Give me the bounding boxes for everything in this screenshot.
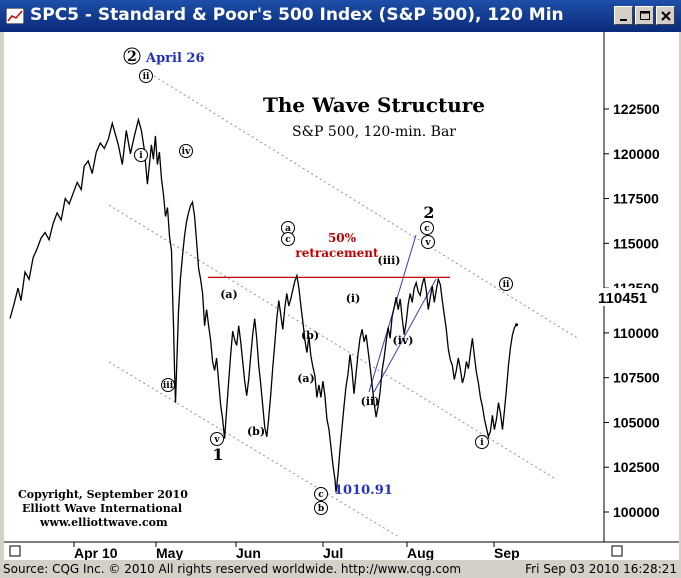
copyright-line-3: www.elliottwave.com — [39, 516, 168, 529]
scroll-left-box — [9, 545, 21, 557]
timestamp-text: Fri Sep 03 2010 16:28:21 — [525, 562, 677, 576]
wave-iii-label-circle — [161, 378, 175, 392]
channel-lines — [108, 75, 580, 538]
wedge-lower-line — [373, 278, 437, 393]
y-tick-label: 120000 — [613, 146, 660, 162]
y-tick-label: 122500 — [613, 101, 660, 117]
status-bar: Source: CQG Inc. © 2010 All rights reser… — [0, 561, 681, 578]
y-tick-label: 110000 — [613, 325, 659, 341]
restore-button[interactable] — [635, 6, 654, 25]
wave-v-right-label: v — [424, 238, 431, 248]
last-price-label: 110451 — [598, 290, 647, 307]
wave-v-label: v — [213, 435, 220, 445]
fifty-percent-label: 50% — [328, 231, 357, 245]
y-tick-label: 107500 — [613, 370, 660, 386]
chart-title: The Wave Structure — [263, 93, 485, 117]
low-value-label: 1010.91 — [334, 483, 393, 498]
wave-2-major-label: 2 — [127, 49, 137, 65]
title-bar[interactable]: SPC5 - Standard & Poor's 500 Index (S&P … — [0, 0, 681, 32]
wave-a-paren-label: (a) — [220, 288, 238, 301]
wave-b-mid-label: (b) — [301, 329, 319, 342]
wave-ii-right-label: ii — [503, 280, 510, 290]
wave-iv-paren-label: (iv) — [393, 334, 414, 347]
close-button[interactable] — [656, 6, 675, 25]
y-tick-label: 105000 — [613, 414, 660, 430]
wave-i-label-circle — [134, 148, 148, 162]
restore-icon — [639, 11, 650, 20]
lower-channel-line — [108, 361, 400, 538]
wave-2-label: 2 — [423, 203, 434, 222]
wave-v-label-circle — [210, 432, 224, 446]
chart-subtitle: S&P 500, 120-min. Bar — [292, 124, 456, 140]
wave-i-right-label-circle — [475, 435, 489, 449]
wave-c-right-label: c — [424, 224, 430, 234]
wave-c-lower-label-circle — [314, 487, 328, 501]
wave-ii-label: ii — [143, 72, 150, 82]
y-tick-label: 100000 — [613, 504, 660, 520]
chart-area[interactable]: 1000001025001050001075001100001125001150… — [4, 32, 679, 561]
y-tick-label: 117500 — [613, 191, 659, 207]
price-line — [9, 117, 518, 493]
price-chart: 1000001025001050001075001100001125001150… — [4, 32, 679, 561]
window-title: SPC5 - Standard & Poor's 500 Index (S&P … — [30, 5, 564, 25]
wave-c-right-label-circle — [420, 221, 434, 235]
x-tick-label: Aug — [407, 545, 434, 560]
wave-iv-label-circle — [179, 144, 193, 158]
retracement-label: retracement — [295, 246, 379, 260]
wave-b-lower-label-circle — [314, 501, 328, 515]
x-tick-label: May — [156, 545, 183, 560]
wave-c-upper-label-circle — [281, 232, 295, 246]
minimize-icon — [619, 19, 627, 21]
last-price-point — [515, 323, 519, 327]
wave-c-upper-label: c — [285, 235, 291, 245]
wave-i-right-label: i — [480, 438, 484, 448]
source-text: Source: CQG Inc. © 2010 All rights reser… — [3, 562, 462, 576]
copyright-line-2: Elliott Wave International — [22, 502, 182, 515]
copyright-line-1: Copyright, September 2010 — [18, 488, 188, 501]
scroll-right-box — [611, 545, 623, 557]
wave-1-label: 1 — [212, 445, 223, 464]
y-tick-label: 115000 — [613, 235, 659, 251]
axes: 1000001025001050001075001100001125001150… — [4, 32, 679, 561]
x-tick-label: Apr 10 — [74, 545, 118, 560]
upper-channel-line — [153, 75, 580, 340]
wave-c-lower-label: c — [318, 490, 324, 500]
app-chart-icon — [6, 8, 24, 24]
wave-b-paren-label: (b) — [247, 425, 265, 438]
x-tick-label: Jul — [323, 545, 343, 560]
wave-b-lower-label: b — [318, 504, 324, 514]
wave-iv-label: iv — [182, 147, 191, 157]
wave-2-major-label-circle — [123, 47, 141, 65]
x-tick-label: Jun — [236, 545, 261, 560]
wave-v-right-label-circle — [421, 235, 435, 249]
last-price-box — [593, 288, 651, 306]
wave-a-upper-label: a — [285, 224, 291, 234]
wave-a-mid-label: (a) — [297, 372, 315, 385]
minimize-button[interactable] — [614, 6, 633, 25]
wave-ii-paren-label: (ii) — [361, 395, 380, 408]
x-tick-label: Sep — [494, 545, 520, 560]
wave-ii-label-circle — [139, 69, 153, 83]
wave-iii-paren-label: (iii) — [378, 254, 401, 267]
wave-i-paren-label: (i) — [346, 292, 361, 305]
close-icon — [660, 11, 671, 21]
middle-channel-line — [108, 204, 555, 479]
peak-date-label: April 26 — [145, 51, 205, 66]
wave-ii-right-label-circle — [499, 277, 513, 291]
wave-iii-label: iii — [163, 381, 174, 391]
price-series — [9, 117, 519, 493]
y-tick-label: 102500 — [613, 459, 660, 475]
wave-i-label: i — [139, 151, 143, 161]
